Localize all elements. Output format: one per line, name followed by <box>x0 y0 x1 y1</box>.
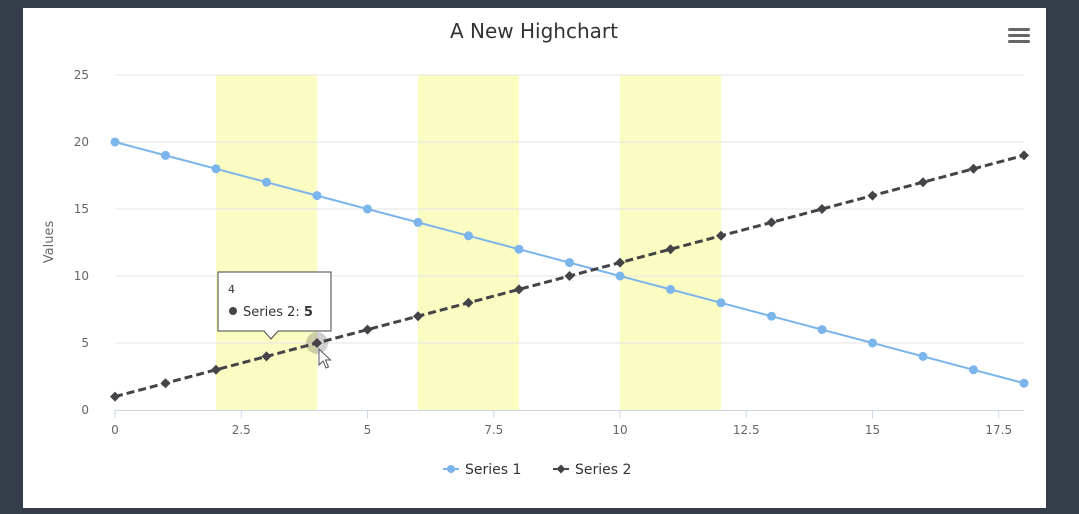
y-tick-label: 15 <box>74 202 89 216</box>
mouse-pointer-shape <box>318 347 332 369</box>
series-1 <box>110 137 1029 388</box>
x-tick-label: 5 <box>364 423 372 437</box>
series-2-point[interactable] <box>211 364 221 375</box>
x-tick-labels: 0 2.5 5 7.5 10 12.5 15 17.5 <box>111 410 1012 437</box>
legend-item-series-2[interactable]: Series 2 <box>553 462 631 478</box>
legend-symbol-marker[interactable] <box>556 464 566 474</box>
series-2-point[interactable] <box>817 204 827 214</box>
legend-item-series-1[interactable]: Series 1 <box>443 462 521 478</box>
series-2-point[interactable] <box>665 244 676 255</box>
series-2-point[interactable] <box>362 324 373 335</box>
series-2-point[interactable] <box>413 311 423 322</box>
series-1-point[interactable] <box>413 217 423 227</box>
y-tick-label: 25 <box>74 68 89 82</box>
series-2-point[interactable] <box>716 230 726 241</box>
x-tick-label: 7.5 <box>484 423 503 437</box>
series-1-point[interactable] <box>918 351 928 361</box>
series-1-point[interactable] <box>514 244 524 254</box>
x-tick-label: 15 <box>865 423 880 437</box>
x-tick-label: 0 <box>111 423 119 437</box>
series-1-point[interactable] <box>565 258 574 268</box>
series-2-point[interactable] <box>110 391 120 402</box>
series-1-point[interactable] <box>868 338 877 348</box>
series-2-point[interactable] <box>615 257 625 268</box>
tooltip-series-name: Series 2: 5 <box>243 305 313 320</box>
series-1-point[interactable] <box>817 325 827 335</box>
y-axis-title: Values <box>42 221 57 264</box>
tooltip-box <box>217 271 332 340</box>
x-tick-label: 17.5 <box>985 423 1012 437</box>
legend-symbol-marker[interactable] <box>447 465 455 473</box>
series-2-point[interactable] <box>514 284 524 295</box>
series-1-point[interactable] <box>666 284 675 294</box>
series-1-point[interactable] <box>110 137 120 147</box>
x-tick-label: 10 <box>612 423 627 437</box>
y-tick-label: 5 <box>81 336 89 350</box>
series-1-point[interactable] <box>363 204 372 214</box>
series-1-point[interactable] <box>716 298 726 308</box>
series-1-point[interactable] <box>615 271 625 281</box>
chart-panel: 0 2.5 5 7.5 10 12.5 15 17.5 0 5 10 15 20 25 Series 1… <box>23 8 1046 508</box>
y-tick-label: 0 <box>81 403 89 417</box>
tooltip-series-dot <box>229 307 237 315</box>
mouse-pointer-icon <box>318 347 332 369</box>
series-1-point[interactable] <box>969 365 978 375</box>
series-2-point[interactable] <box>968 163 979 174</box>
series-2-point[interactable] <box>867 190 878 201</box>
series-2-point[interactable] <box>312 338 322 348</box>
plot-band-2 <box>620 75 721 410</box>
tooltip-header: 4 <box>228 283 235 296</box>
tooltip: 4 Series 2: 5 <box>217 271 332 340</box>
series-layer <box>110 137 1029 402</box>
series-1-point[interactable] <box>1019 378 1029 388</box>
x-tick-label: 2.5 <box>232 423 251 437</box>
hover-halo <box>306 332 328 354</box>
series-2-point[interactable] <box>1019 150 1029 161</box>
series-1-point[interactable] <box>211 164 221 174</box>
series-2 <box>110 150 1029 402</box>
x-tick-label: 12.5 <box>733 423 760 437</box>
series-2-point[interactable] <box>463 297 474 308</box>
series-2-point[interactable] <box>160 378 171 389</box>
legend-label: Series 1 <box>465 462 521 478</box>
series-2-point[interactable] <box>564 271 575 281</box>
tooltip-value: 5 <box>304 305 313 320</box>
plot-bands <box>216 75 721 410</box>
series-2-point[interactable] <box>918 177 928 188</box>
series-1-point[interactable] <box>161 150 170 160</box>
hamburger-menu-icon[interactable] <box>1008 28 1030 43</box>
y-tick-labels: 0 5 10 15 20 25 <box>74 68 89 417</box>
y-tick-label: 10 <box>74 269 89 283</box>
chart-title: A New Highchart <box>450 19 618 43</box>
legend-label: Series 2 <box>575 462 631 478</box>
chart-svg: 0 2.5 5 7.5 10 12.5 15 17.5 0 5 10 15 20 25 Series 1… <box>42 19 1030 478</box>
legend[interactable]: Series 1 Series 2 <box>443 462 631 478</box>
series-1-point[interactable] <box>767 311 776 321</box>
series-2-point[interactable] <box>766 217 777 228</box>
series-1-point[interactable] <box>464 231 473 241</box>
y-tick-label: 20 <box>74 135 89 149</box>
plot-band-1 <box>418 75 519 410</box>
series-1-point[interactable] <box>312 191 322 201</box>
series-2-point[interactable] <box>261 351 272 362</box>
series-1-point[interactable] <box>262 177 271 187</box>
